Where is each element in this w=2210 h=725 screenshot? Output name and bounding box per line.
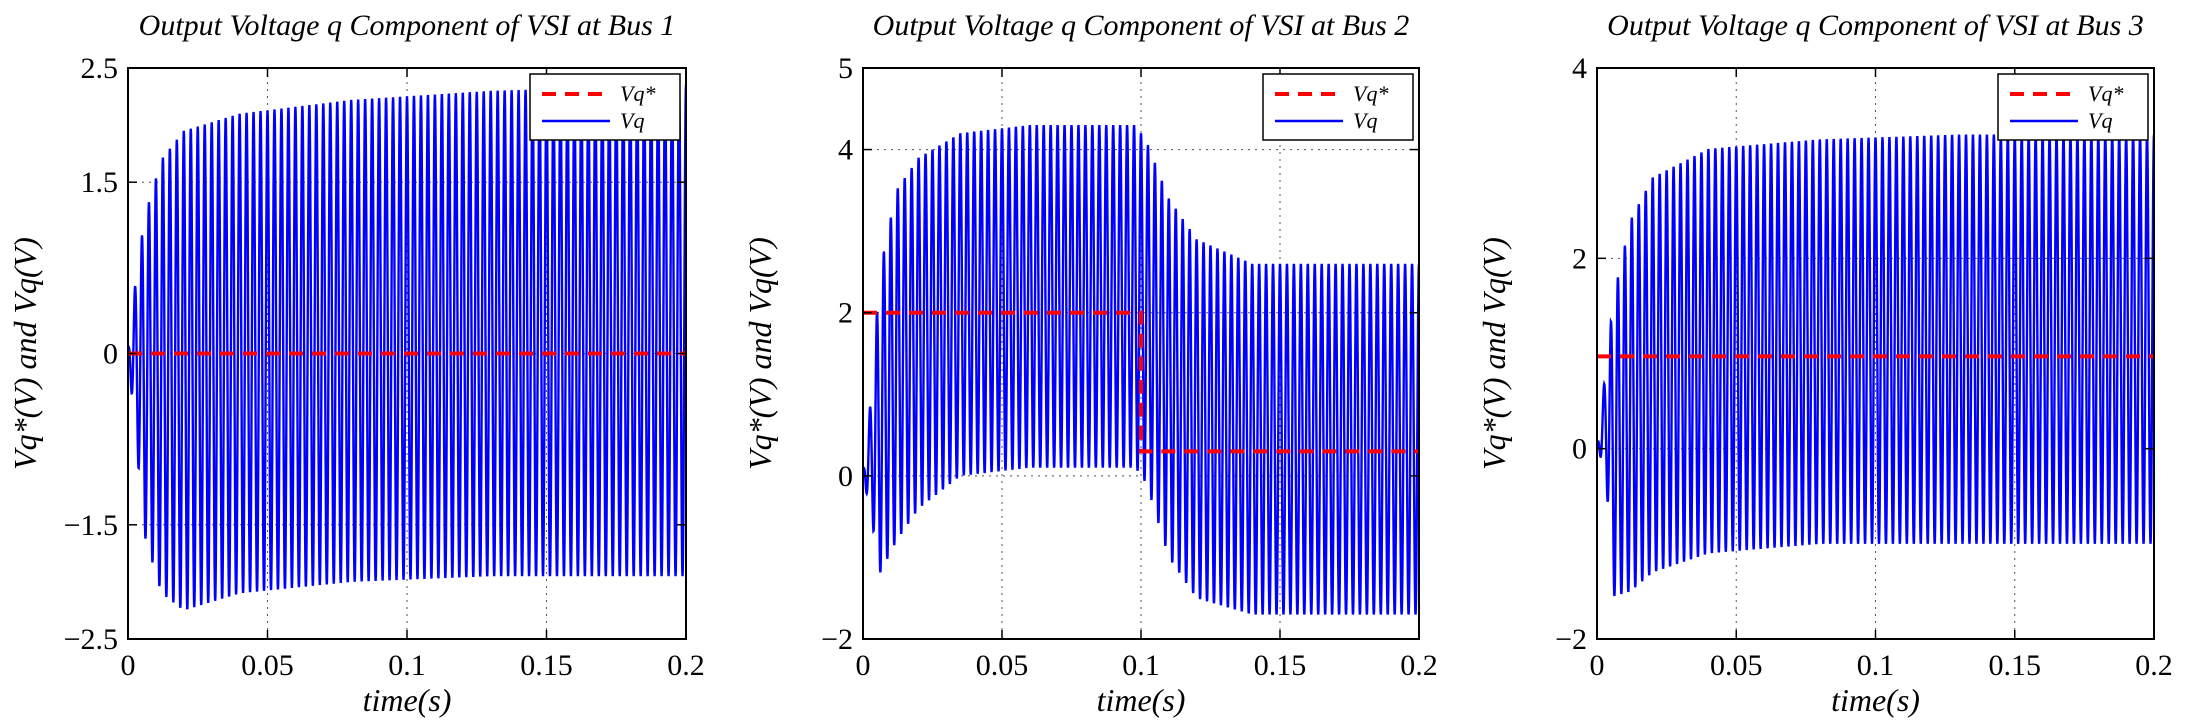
legend: Vq*Vq: [529, 73, 681, 141]
plot-area: [863, 125, 1419, 615]
x-tick-label: 0.05: [976, 649, 1029, 682]
legend-box: [1262, 73, 1414, 141]
x-tick-label: 0.15: [520, 649, 573, 682]
legend-label: Vq: [1353, 108, 1377, 133]
y-tick-label: 0: [103, 338, 118, 371]
series-vq-ref-line: [863, 310, 1419, 454]
y-tick-label: 0: [1572, 433, 1587, 466]
y-axis-label: Vq*(V) and Vq(V): [7, 237, 43, 470]
y-tick-label: 2.5: [81, 52, 119, 85]
x-axis-label: time(s): [363, 682, 452, 718]
chart-2: Output Voltage q Component of VSI at Bus…: [742, 9, 1438, 718]
chart-title: Output Voltage q Component of VSI at Bus…: [873, 9, 1410, 42]
x-tick-label: 0: [121, 649, 136, 682]
legend-box: [529, 73, 681, 141]
x-tick-label: 0.2: [1400, 649, 1438, 682]
x-tick-label: 0.1: [388, 649, 426, 682]
plot-area: [1597, 134, 2154, 597]
y-tick-label: 4: [1572, 52, 1587, 85]
x-tick-label: 0.1: [1857, 649, 1895, 682]
legend-label: Vq*: [620, 81, 655, 106]
chart-3: Output Voltage q Component of VSI at Bus…: [1476, 9, 2173, 718]
y-tick-label: 0: [838, 460, 853, 493]
series-vq-line: [128, 85, 686, 610]
legend-label: Vq*: [1353, 81, 1388, 106]
y-tick-label: −1.5: [64, 509, 118, 542]
series-vq-line: [863, 125, 1419, 615]
x-tick-label: 0.15: [1989, 649, 2042, 682]
chart-1: Output Voltage q Component of VSI at Bus…: [7, 9, 705, 718]
plot-area: [128, 85, 686, 610]
y-tick-label: 1.5: [81, 166, 119, 199]
chart-title: Output Voltage q Component of VSI at Bus…: [139, 9, 676, 42]
legend-label: Vq*: [2088, 81, 2123, 106]
series-vq-line: [1597, 134, 2154, 597]
y-tick-label: 2: [838, 297, 853, 330]
legend-box: [1997, 73, 2149, 141]
x-tick-label: 0.05: [1710, 649, 1763, 682]
x-tick-label: 0.1: [1122, 649, 1160, 682]
legend: Vq*Vq: [1997, 73, 2149, 141]
y-tick-label: 4: [838, 134, 853, 167]
legend-label: Vq: [2088, 108, 2112, 133]
y-tick-label: −2.5: [64, 623, 118, 656]
y-tick-label: 5: [838, 52, 853, 85]
legend-label: Vq: [620, 108, 644, 133]
x-tick-label: 0.15: [1254, 649, 1307, 682]
x-tick-label: 0: [1590, 649, 1605, 682]
x-axis-label: time(s): [1831, 682, 1920, 718]
y-axis-label: Vq*(V) and Vq(V): [742, 237, 778, 470]
x-axis-label: time(s): [1097, 682, 1186, 718]
y-axis-label: Vq*(V) and Vq(V): [1476, 237, 1512, 470]
chart-title: Output Voltage q Component of VSI at Bus…: [1607, 9, 2144, 42]
x-tick-label: 0: [856, 649, 871, 682]
y-tick-label: −2: [1555, 623, 1587, 656]
y-tick-label: −2: [821, 623, 853, 656]
legend: Vq*Vq: [1262, 73, 1414, 141]
x-tick-label: 0.2: [667, 649, 705, 682]
y-tick-label: 2: [1572, 242, 1587, 275]
x-tick-label: 0.05: [241, 649, 294, 682]
x-tick-label: 0.2: [2135, 649, 2173, 682]
